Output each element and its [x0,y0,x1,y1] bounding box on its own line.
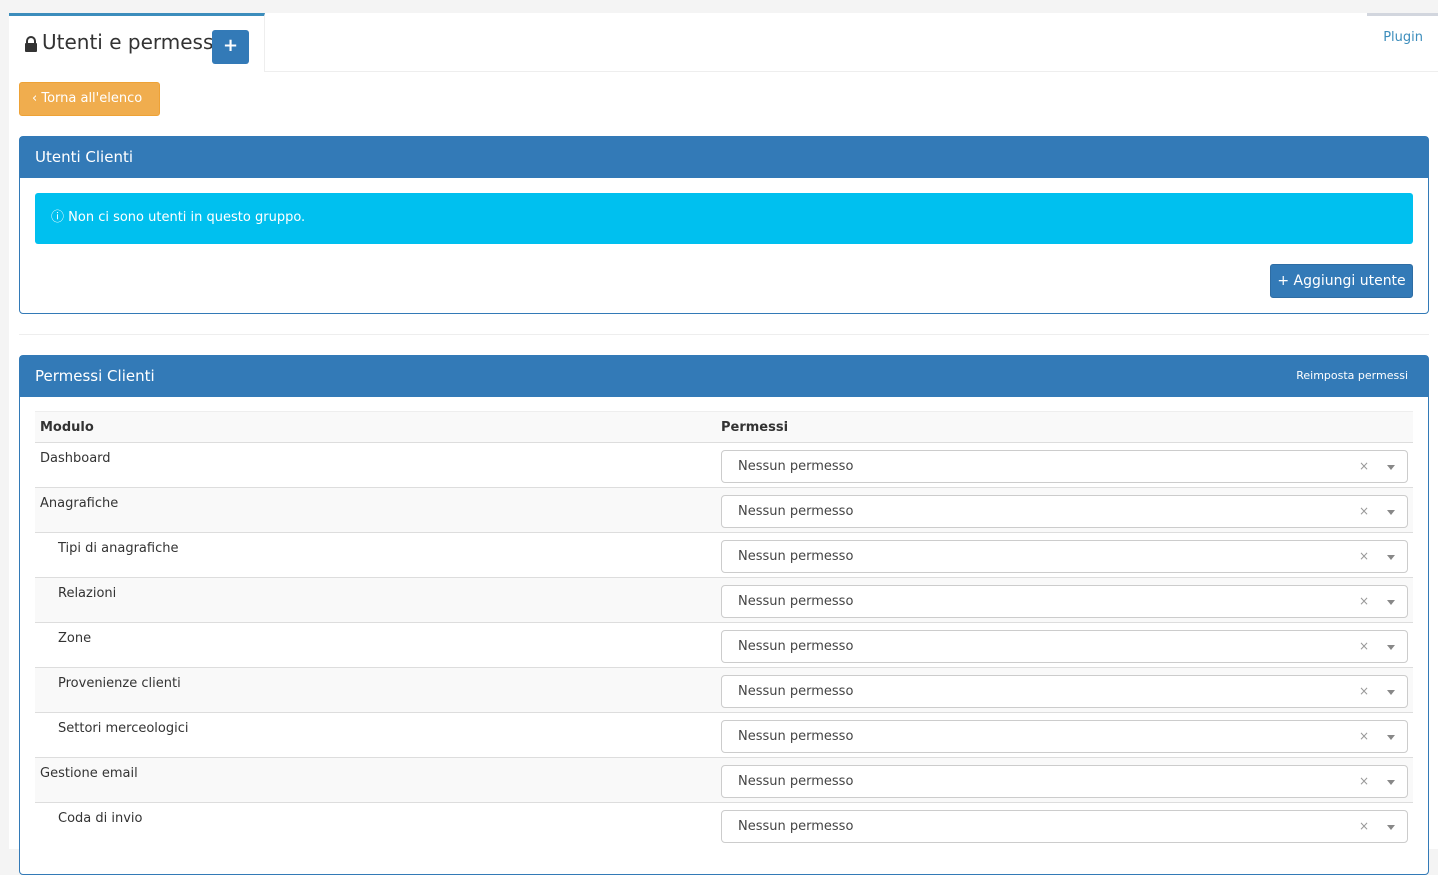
module-name: Coda di invio [35,802,716,848]
chevron-left-icon: ‹ [32,91,42,106]
back-to-list-button[interactable]: ‹ Torna all'elenco [19,82,160,116]
tab-bar: Utenti e permessi + Plugin [9,13,1438,72]
table-row: Provenienze clienti Nessun permesso × [35,667,1413,713]
module-name: Dashboard [35,442,716,488]
tab-plugin-label: Plugin [1383,30,1423,45]
clear-icon[interactable]: × [1358,684,1369,698]
content-area: Utenti e permessi + Plugin ‹ Torna all'e… [9,13,1438,875]
caret-down-icon [1387,645,1395,650]
permission-select[interactable]: Nessun permesso × [721,585,1408,618]
tab-plugin[interactable]: Plugin [1367,13,1438,72]
permission-select[interactable]: Nessun permesso × [721,675,1408,708]
permissions-panel: Permessi Clienti Reimposta permessi Modul… [19,355,1429,875]
clear-icon[interactable]: × [1358,774,1369,788]
clear-icon[interactable]: × [1358,504,1369,518]
divider [19,334,1429,335]
lock-icon [25,36,37,52]
plus-icon: + [1277,273,1294,289]
column-header-module: Modulo [35,411,716,443]
module-name: Anagrafiche [35,487,716,533]
caret-down-icon [1387,465,1395,470]
permission-value: Nessun permesso [738,774,854,789]
table-row: Gestione email Nessun permesso × [35,757,1413,803]
table-row: Settori merceologici Nessun permesso × [35,712,1413,758]
users-panel: Utenti Clienti ⓘ Non ci sono utenti in q… [19,136,1429,314]
module-name: Gestione email [35,757,716,803]
permission-select[interactable]: Nessun permesso × [721,630,1408,663]
permission-value: Nessun permesso [738,594,854,609]
clear-icon[interactable]: × [1358,549,1369,563]
permission-value: Nessun permesso [738,549,854,564]
caret-down-icon [1387,555,1395,560]
permission-select[interactable]: Nessun permesso × [721,720,1408,753]
module-name: Settori merceologici [35,712,716,758]
clear-icon[interactable]: × [1358,459,1369,473]
add-user-label: Aggiungi utente [1293,273,1406,289]
back-label: Torna all'elenco [41,91,143,106]
permission-select[interactable]: Nessun permesso × [721,450,1408,483]
clear-icon[interactable]: × [1358,594,1369,608]
table-row: Anagrafiche Nessun permesso × [35,487,1413,533]
table-row: Tipi di anagrafiche Nessun permesso × [35,532,1413,578]
tab-utenti-permessi[interactable]: Utenti e permessi + [9,13,265,72]
table-row: Relazioni Nessun permesso × [35,577,1413,623]
permission-value: Nessun permesso [738,729,854,744]
table-row: Coda di invio Nessun permesso × [35,802,1413,848]
clear-icon[interactable]: × [1358,639,1369,653]
caret-down-icon [1387,690,1395,695]
caret-down-icon [1387,600,1395,605]
module-name: Zone [35,622,716,668]
panel-title: Utenti Clienti [35,148,134,166]
permission-value: Nessun permesso [738,639,854,654]
info-icon: ⓘ [51,210,69,225]
caret-down-icon [1387,510,1395,515]
module-name: Relazioni [35,577,716,623]
plus-icon: + [222,35,239,56]
caret-down-icon [1387,735,1395,740]
permission-select[interactable]: Nessun permesso × [721,810,1408,843]
clear-icon[interactable]: × [1358,729,1369,743]
clear-icon[interactable]: × [1358,819,1369,833]
reset-permissions-link[interactable]: Reimposta permessi [1296,369,1408,382]
permission-value: Nessun permesso [738,819,854,834]
column-header-permissions: Permessi [716,411,1413,443]
permission-value: Nessun permesso [738,459,854,474]
module-name: Tipi di anagrafiche [35,532,716,578]
caret-down-icon [1387,825,1395,830]
permission-value: Nessun permesso [738,684,854,699]
page-title: Utenti e permessi [42,30,219,54]
add-button[interactable]: + [212,30,249,64]
info-alert: ⓘ Non ci sono utenti in questo gruppo. [35,193,1413,244]
table-row: Dashboard Nessun permesso × [35,442,1413,488]
panel-title: Permessi Clienti [35,367,155,385]
permission-select[interactable]: Nessun permesso × [721,495,1408,528]
alert-text: Non ci sono utenti in questo gruppo. [68,210,306,225]
permissions-table: Modulo Permessi Dashboard Nessun permess… [35,411,1413,848]
module-name: Provenienze clienti [35,667,716,713]
add-user-button[interactable]: + Aggiungi utente [1270,264,1413,298]
caret-down-icon [1387,780,1395,785]
permission-value: Nessun permesso [738,504,854,519]
permission-select[interactable]: Nessun permesso × [721,765,1408,798]
table-row: Zone Nessun permesso × [35,622,1413,668]
permission-select[interactable]: Nessun permesso × [721,540,1408,573]
